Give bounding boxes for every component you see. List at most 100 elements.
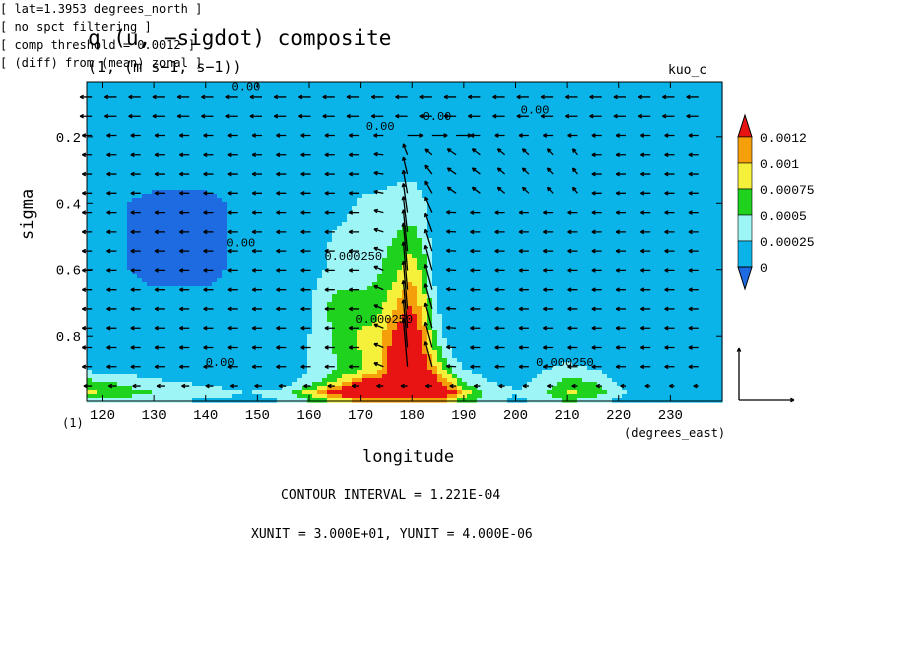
field-cell <box>712 138 718 143</box>
field-cell <box>97 158 103 163</box>
field-cell <box>462 82 468 87</box>
field-cell <box>457 202 463 207</box>
field-cell <box>677 162 683 167</box>
field-cell <box>667 90 673 95</box>
field-cell <box>222 202 228 207</box>
field-cell <box>242 178 248 183</box>
field-cell <box>422 234 428 239</box>
field-cell <box>152 134 158 139</box>
field-cell <box>112 158 118 163</box>
field-cell <box>397 170 403 175</box>
field-cell <box>117 146 123 151</box>
field-cell <box>182 182 188 187</box>
field-cell <box>107 126 113 131</box>
field-cell <box>267 210 273 215</box>
field-cell <box>252 158 258 163</box>
field-cell <box>307 94 313 99</box>
field-cell <box>167 126 173 131</box>
field-cell <box>537 118 543 123</box>
field-cell <box>307 118 313 123</box>
field-cell <box>157 106 163 111</box>
field-cell <box>112 102 118 107</box>
field-cell <box>557 122 563 127</box>
field-cell <box>562 186 568 191</box>
field-cell <box>432 126 438 131</box>
field-cell <box>312 210 318 215</box>
field-cell <box>442 182 448 187</box>
field-cell <box>677 114 683 119</box>
field-cell <box>287 210 293 215</box>
field-cell <box>382 210 388 215</box>
field-cell <box>247 166 253 171</box>
field-cell <box>702 174 708 179</box>
field-cell <box>497 218 503 223</box>
field-cell <box>197 146 203 151</box>
field-cell <box>122 150 128 155</box>
field-cell <box>307 150 313 155</box>
field-cell <box>337 146 343 151</box>
field-cell <box>487 94 493 99</box>
field-cell <box>172 94 178 99</box>
field-cell <box>127 198 133 203</box>
field-cell <box>412 114 418 119</box>
field-cell <box>287 126 293 131</box>
field-cell <box>507 122 513 127</box>
field-cell <box>137 190 143 195</box>
field-cell <box>347 206 353 211</box>
field-cell <box>532 134 538 139</box>
field-cell <box>112 234 118 239</box>
field-cell <box>277 186 283 191</box>
field-cell <box>532 150 538 155</box>
field-cell <box>492 182 498 187</box>
field-cell <box>307 198 313 203</box>
field-cell <box>212 222 218 227</box>
field-cell <box>587 222 593 227</box>
field-cell <box>252 178 258 183</box>
field-cell <box>717 98 723 103</box>
field-cell <box>452 198 458 203</box>
field-cell <box>527 194 533 199</box>
field-cell <box>157 162 163 167</box>
field-cell <box>307 138 313 143</box>
field-cell <box>287 178 293 183</box>
field-cell <box>442 206 448 211</box>
field-cell <box>117 154 123 159</box>
field-cell <box>442 222 448 227</box>
field-cell <box>477 194 483 199</box>
field-cell <box>492 106 498 111</box>
field-cell <box>447 134 453 139</box>
field-cell <box>707 86 713 91</box>
field-cell <box>172 230 178 235</box>
field-cell <box>417 202 423 207</box>
field-cell <box>552 102 558 107</box>
field-cell <box>587 110 593 115</box>
field-cell <box>367 118 373 123</box>
field-cell <box>707 154 713 159</box>
field-cell <box>282 186 288 191</box>
field-cell <box>542 170 548 175</box>
field-cell <box>537 170 543 175</box>
field-cell <box>292 170 298 175</box>
field-cell <box>672 230 678 235</box>
field-cell <box>257 134 263 139</box>
field-cell <box>562 86 568 91</box>
field-cell <box>137 198 143 203</box>
field-cell <box>487 82 493 87</box>
field-cell <box>672 178 678 183</box>
field-cell <box>592 226 598 231</box>
field-cell <box>232 214 238 219</box>
field-cell <box>712 122 718 127</box>
field-cell <box>497 98 503 103</box>
field-cell <box>482 170 488 175</box>
field-cell <box>87 214 93 219</box>
field-cell <box>517 118 523 123</box>
field-cell <box>87 90 93 95</box>
field-cell <box>227 166 233 171</box>
field-cell <box>397 82 403 87</box>
field-cell <box>717 190 723 195</box>
field-cell <box>632 222 638 227</box>
field-cell <box>342 174 348 179</box>
field-cell <box>382 166 388 171</box>
field-cell <box>122 94 128 99</box>
field-cell <box>377 150 383 155</box>
